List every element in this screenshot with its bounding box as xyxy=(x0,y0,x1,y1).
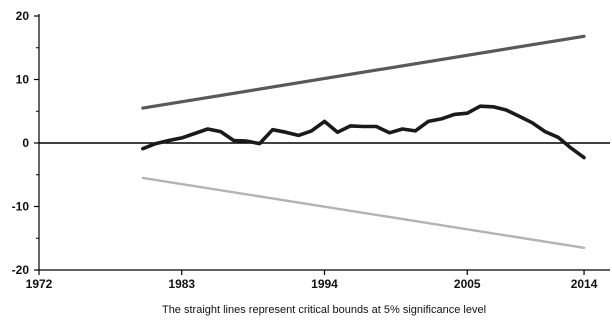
x-tick-label: 1994 xyxy=(311,277,338,291)
x-tick-label: 1972 xyxy=(26,277,53,291)
x-tick-label: 1983 xyxy=(168,277,195,291)
chart-caption: The straight lines represent critical bo… xyxy=(162,304,486,316)
lower-bound-line xyxy=(141,176,586,250)
plot-area xyxy=(39,34,610,250)
y-tick-label: -10 xyxy=(12,200,30,214)
x-tick-label: 2014 xyxy=(571,277,598,291)
cusum-line xyxy=(141,104,586,160)
y-tick-label: 10 xyxy=(16,73,30,87)
x-tick-label: 2005 xyxy=(454,277,481,291)
y-tick-label: 0 xyxy=(22,136,29,150)
y-tick-label: 20 xyxy=(16,9,30,23)
y-tick-label: -20 xyxy=(12,263,30,277)
upper-bound-line xyxy=(141,34,586,110)
